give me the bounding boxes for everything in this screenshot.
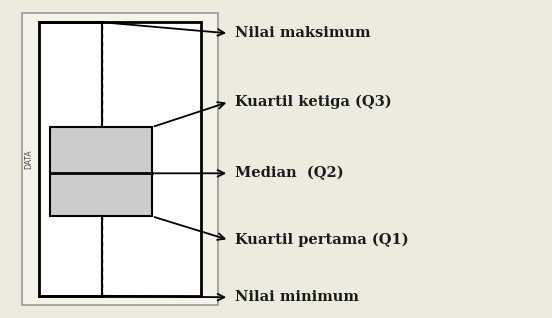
Text: Nilai minimum: Nilai minimum [235, 290, 358, 304]
Text: Median  (Q2): Median (Q2) [235, 166, 343, 180]
Text: Nilai maksimum: Nilai maksimum [235, 26, 370, 40]
Text: Kuartil pertama (Q1): Kuartil pertama (Q1) [235, 233, 408, 247]
Text: DATA: DATA [24, 149, 33, 169]
Text: Kuartil ketiga (Q3): Kuartil ketiga (Q3) [235, 94, 391, 109]
Bar [39, 22, 201, 296]
Bar [22, 13, 218, 305]
Bar [50, 127, 152, 216]
